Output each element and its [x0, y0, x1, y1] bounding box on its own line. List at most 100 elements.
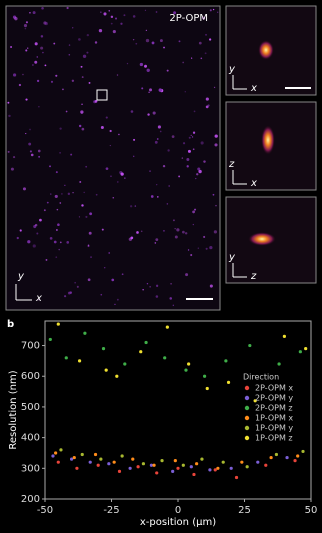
bead	[140, 230, 143, 233]
axes-indicator	[15, 284, 32, 301]
bead	[55, 74, 58, 77]
point	[192, 472, 196, 477]
bead	[18, 83, 22, 87]
bead	[55, 229, 58, 231]
bead	[44, 64, 47, 67]
bead	[158, 88, 162, 92]
bead	[67, 291, 71, 295]
bead	[25, 21, 28, 24]
bead	[22, 187, 26, 191]
bead	[112, 30, 116, 34]
bead	[88, 81, 91, 84]
legend-label: 2P-OPM x	[255, 384, 293, 393]
bead	[155, 284, 159, 287]
bead	[53, 42, 56, 45]
bead	[184, 91, 186, 93]
bead	[212, 193, 215, 196]
bead	[44, 22, 48, 26]
point	[139, 350, 143, 354]
y-tick-label: 500	[21, 402, 40, 413]
point	[205, 386, 209, 391]
point	[75, 466, 79, 470]
bead	[49, 165, 51, 168]
psf	[248, 232, 276, 246]
bead	[66, 241, 70, 244]
bead	[171, 135, 175, 139]
bead	[159, 39, 163, 43]
axes-indicator	[232, 170, 247, 185]
bead	[191, 136, 194, 138]
point	[221, 460, 225, 464]
bead	[42, 51, 44, 54]
point	[152, 463, 156, 467]
bead	[133, 138, 136, 141]
bead	[80, 65, 83, 68]
point	[200, 457, 204, 461]
legend-title: Direction	[243, 373, 279, 382]
bead	[116, 298, 119, 301]
bead	[12, 156, 16, 159]
bead	[170, 283, 172, 285]
point	[195, 462, 199, 466]
bead	[108, 252, 111, 254]
bead	[72, 27, 74, 29]
bead	[141, 87, 144, 90]
y-tick-label: 400	[21, 433, 40, 444]
bead	[176, 228, 180, 232]
bead	[185, 273, 189, 277]
axis-letter: x	[250, 83, 257, 94]
point	[293, 459, 297, 463]
bead	[66, 6, 69, 10]
panel-label: b	[7, 319, 14, 330]
bead	[105, 116, 108, 119]
bead	[61, 193, 63, 195]
bead	[163, 46, 165, 49]
point	[184, 368, 188, 372]
legend-label: 2P-OPM z	[255, 404, 293, 413]
bead	[209, 9, 212, 12]
bead	[110, 22, 113, 25]
bead	[134, 205, 137, 207]
bead	[193, 110, 196, 113]
bead	[130, 236, 134, 240]
bead	[150, 195, 154, 198]
bead	[22, 73, 24, 76]
bead	[103, 12, 107, 16]
legend-swatch	[244, 395, 250, 401]
bead	[86, 51, 89, 54]
bead	[144, 64, 147, 68]
bead	[192, 131, 196, 134]
point	[70, 457, 74, 461]
point	[253, 399, 257, 403]
bead	[162, 165, 166, 168]
legend-swatch	[244, 435, 250, 441]
bead	[94, 41, 98, 44]
point	[48, 337, 52, 342]
bead	[109, 144, 111, 147]
bead	[59, 241, 62, 244]
bead	[79, 180, 82, 183]
bead	[149, 286, 151, 288]
bead	[45, 258, 48, 261]
bead	[31, 64, 34, 66]
bead	[197, 247, 200, 249]
bead	[27, 240, 31, 244]
bead	[135, 42, 138, 45]
point	[165, 325, 169, 329]
point	[274, 452, 279, 457]
bead	[132, 38, 135, 41]
image-dots	[7, 6, 219, 307]
bead	[37, 299, 40, 301]
bead	[156, 183, 158, 186]
axis-letter: x	[250, 178, 257, 189]
point	[131, 457, 135, 461]
bead	[78, 124, 82, 128]
bead	[147, 113, 150, 116]
bead	[16, 236, 19, 240]
roi-box	[96, 89, 108, 101]
bead	[27, 47, 29, 49]
bead	[49, 237, 53, 240]
axes-indicator	[232, 263, 247, 278]
bead	[68, 54, 71, 56]
bead	[166, 203, 169, 205]
